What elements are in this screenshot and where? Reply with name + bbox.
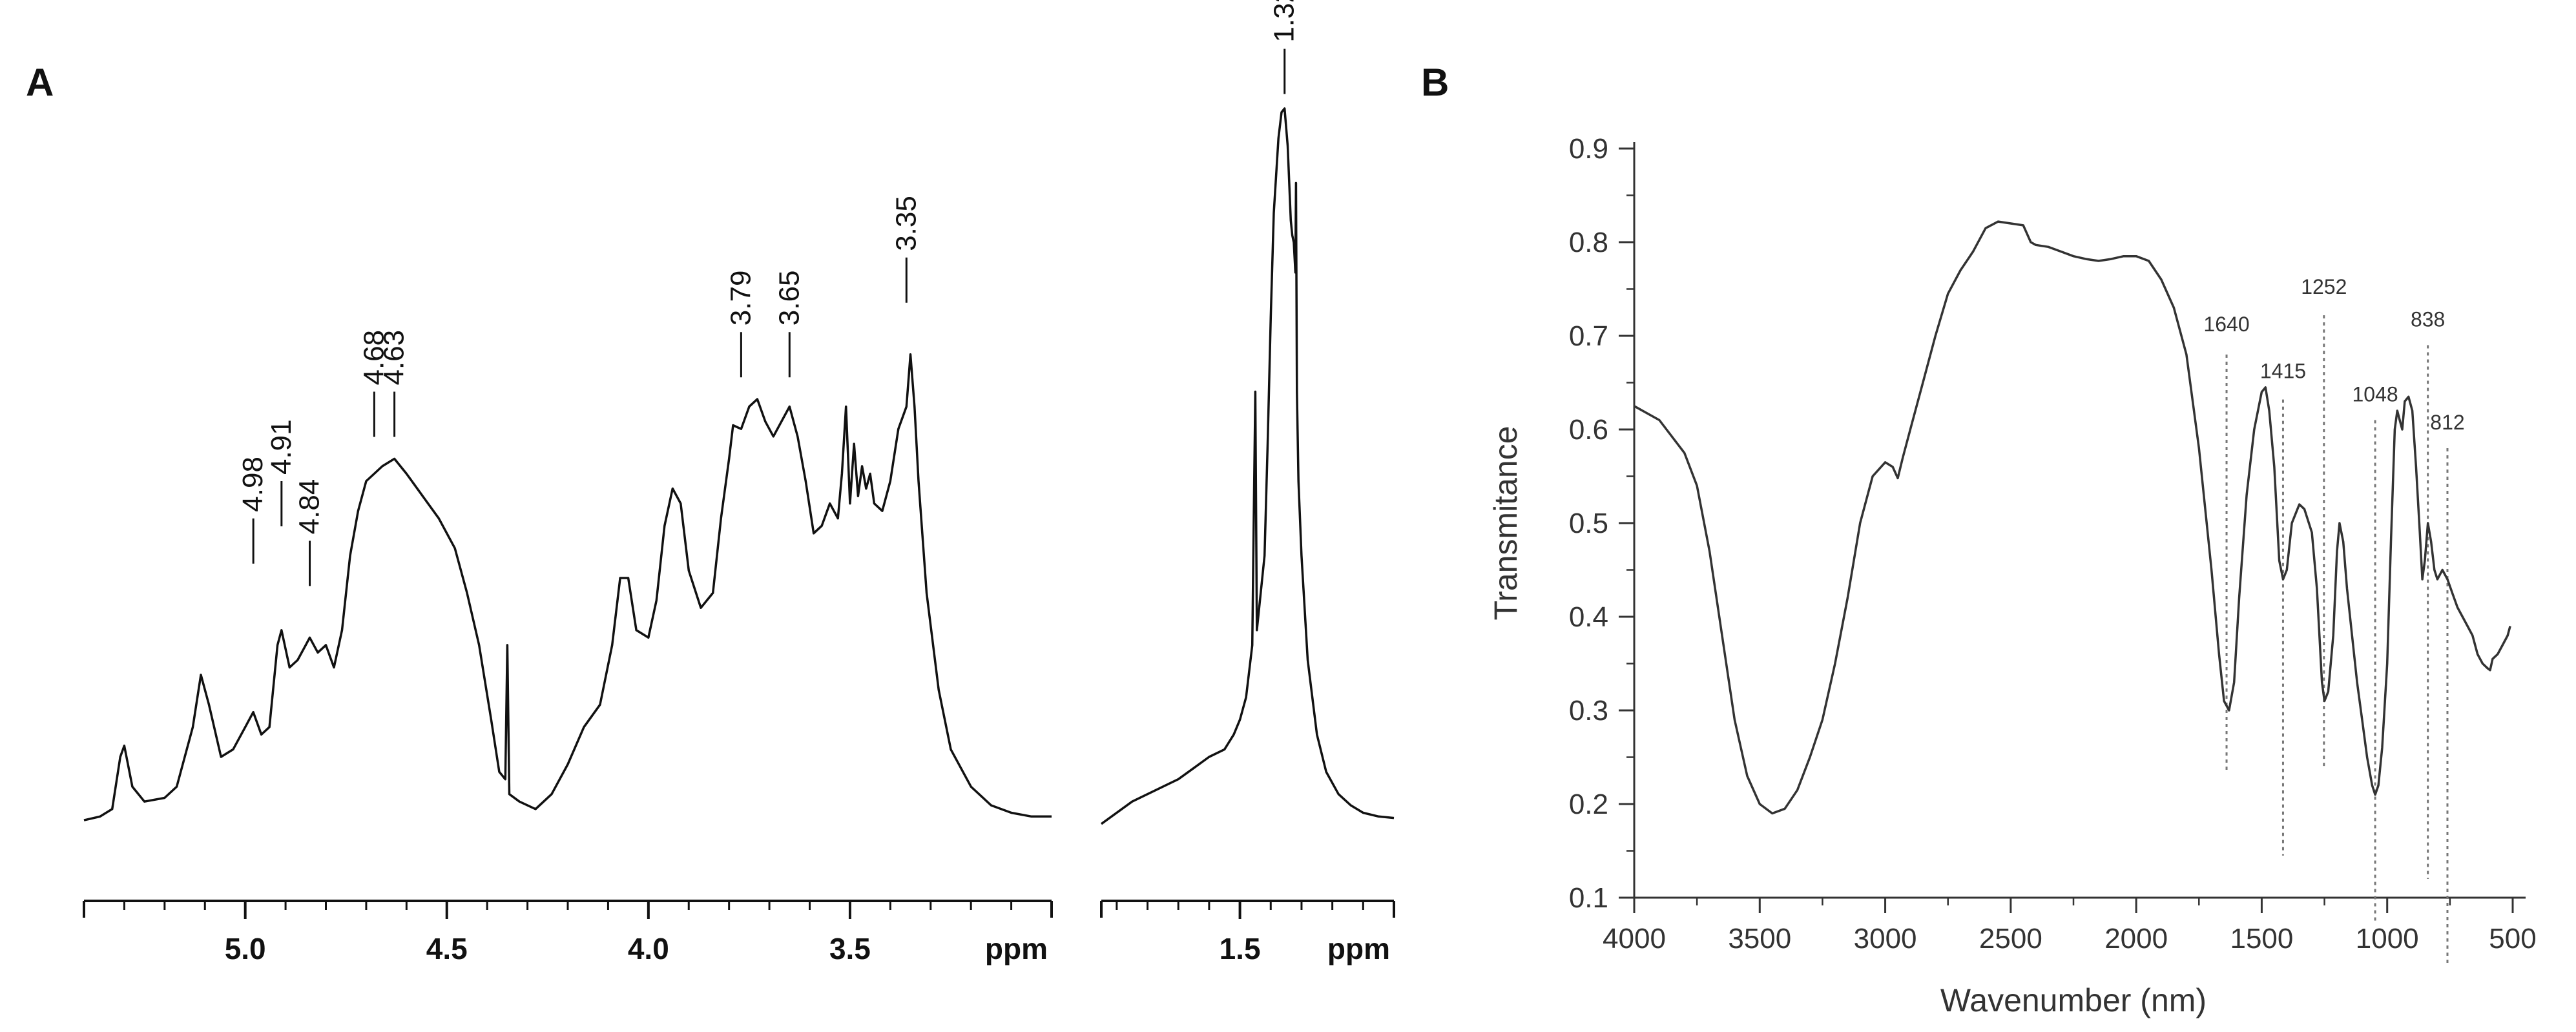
ftir-x-tick-label: 500 xyxy=(2489,923,2536,955)
nmr-x-unit-label: ppm xyxy=(1327,932,1390,965)
ftir-x-tick-label: 1500 xyxy=(2230,923,2293,955)
nmr-x-tick-label: 3.5 xyxy=(829,932,871,965)
ftir-x-tick-label: 3000 xyxy=(1854,923,1917,955)
ftir-y-tick-label: 0.4 xyxy=(1569,601,1608,633)
nmr-peak-label: 3.65 xyxy=(773,271,805,326)
ftir-x-tick-label: 4000 xyxy=(1603,923,1666,955)
nmr-x-tick-label: 1.5 xyxy=(1220,932,1261,965)
nmr-peak-label: 3.35 xyxy=(890,196,922,251)
ftir-annotation-label: 838 xyxy=(2411,308,2445,331)
ftir-y-tick-label: 0.8 xyxy=(1569,227,1608,258)
ftir-annotation-label: 1252 xyxy=(2301,275,2347,298)
ftir-y-tick-label: 0.5 xyxy=(1569,508,1608,539)
nmr-peak-label: 4.84 xyxy=(294,479,326,535)
nmr-peak-label: 3.79 xyxy=(725,271,756,326)
ftir-x-tick-label: 2500 xyxy=(1979,923,2042,955)
ftir-x-tick-label: 2000 xyxy=(2104,923,2168,955)
nmr-x-unit-label: ppm xyxy=(985,932,1048,965)
ftir-y-tick-label: 0.7 xyxy=(1569,320,1608,352)
ftir-y-tick-label: 0.2 xyxy=(1569,789,1608,820)
nmr-x-tick-label: 4.0 xyxy=(628,932,669,965)
ftir-x-axis-title: Wavenumber (nm) xyxy=(1940,982,2207,1018)
ftir-annotation-label: 1640 xyxy=(2203,313,2249,336)
nmr-peak-label: 4.63 xyxy=(379,330,410,386)
nmr-spectrum-trace xyxy=(1100,107,1395,825)
panel-label-a: A xyxy=(26,61,54,104)
nmr-chart: 5.0 4.5 4.0 3.5 ppm 4.984.91 4.84 4.684.63 3.79 3… xyxy=(83,0,1395,965)
nmr-x-tick-label: 4.5 xyxy=(426,932,468,965)
ftir-y-tick-label: 0.3 xyxy=(1569,695,1608,727)
ftir-chart: 0.1 0.2 0.3 0.4 0.5 0.6 0.7 0.8 0.9 4000 3500 3000 2… xyxy=(1488,133,2537,1018)
ftir-annotation-label: 812 xyxy=(2430,411,2464,434)
ftir-y-axis-title: Transmitance xyxy=(1488,426,1524,620)
nmr-peak-label: 4.68 xyxy=(358,330,390,386)
ftir-y-tick-label: 0.1 xyxy=(1569,882,1608,914)
ftir-y-tick-label: 0.6 xyxy=(1569,414,1608,446)
ftir-annotation-label: 1048 xyxy=(2352,383,2398,406)
ftir-x-tick-label: 1000 xyxy=(2356,923,2419,955)
nmr-peak-label: 4.98 xyxy=(237,457,269,512)
ftir-y-tick-label: 0.9 xyxy=(1569,133,1608,165)
ftir-x-tick-label: 3500 xyxy=(1728,923,1791,955)
panel-label-b: B xyxy=(1421,61,1449,104)
ftir-annotation-label: 1415 xyxy=(2260,359,2306,382)
nmr-peak-label: 4.91 xyxy=(265,419,297,475)
ftir-spectrum-trace xyxy=(1634,220,2511,815)
nmr-x-tick-label: 5.0 xyxy=(225,932,266,965)
nmr-spectrum-trace xyxy=(83,353,1052,821)
nmr-peak-label: 1.32 xyxy=(1269,0,1300,43)
